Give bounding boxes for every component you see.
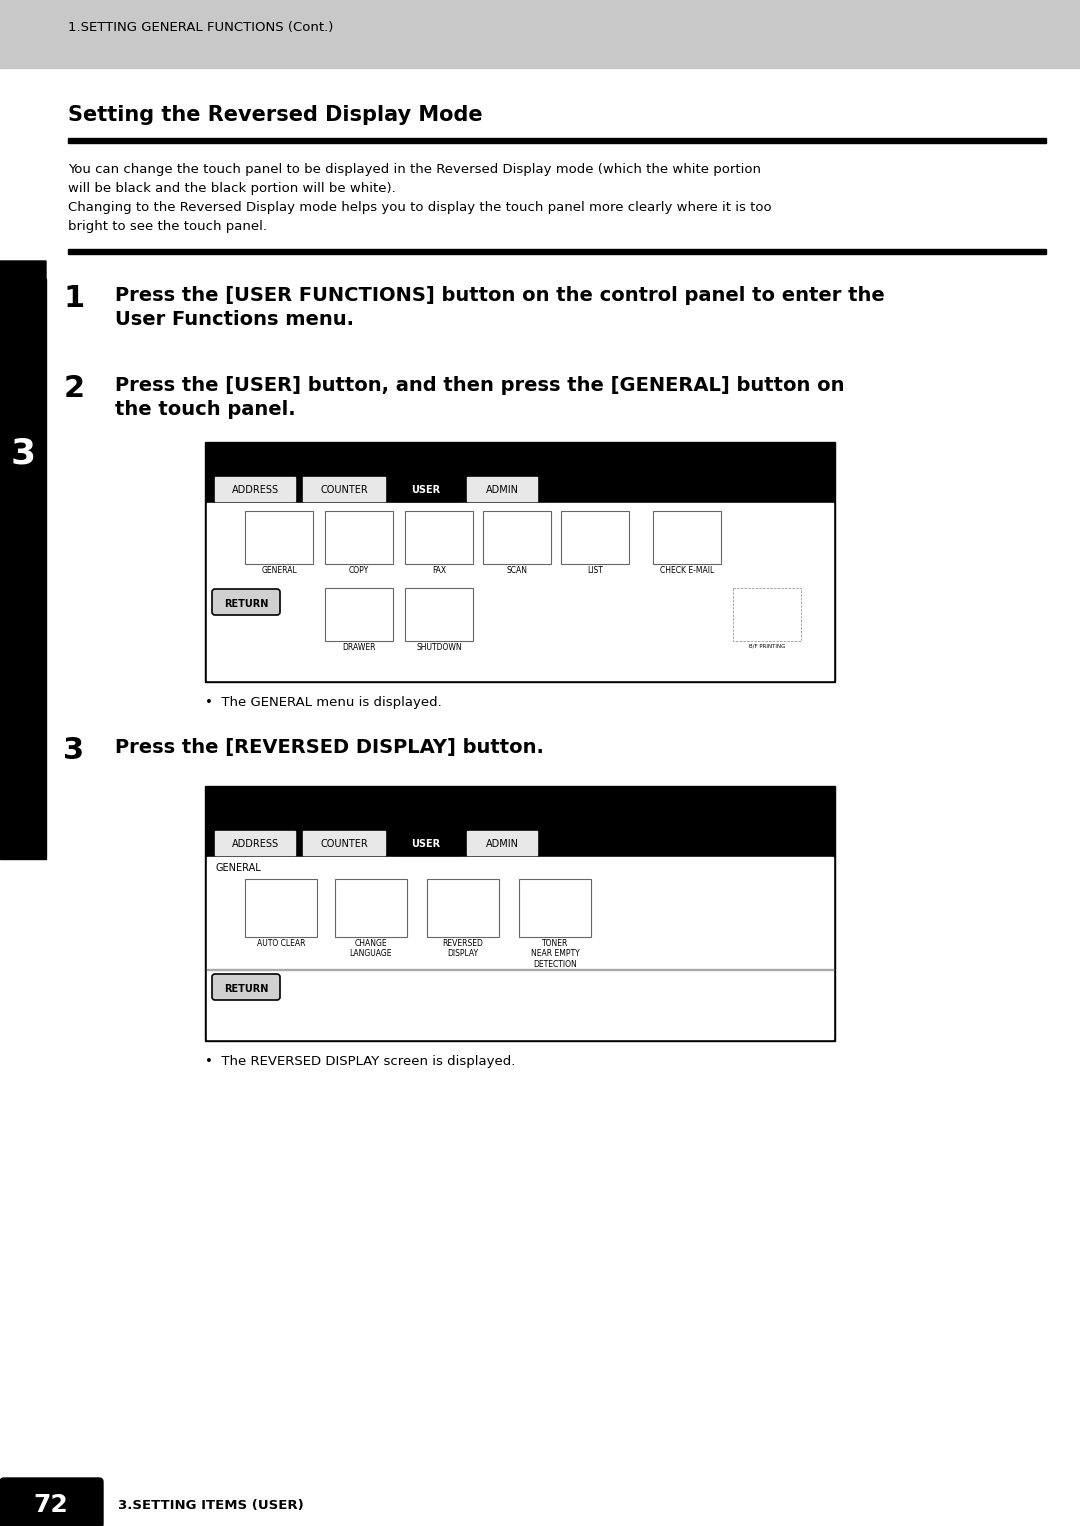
Text: FAX: FAX: [432, 566, 446, 575]
Text: will be black and the black portion will be white).: will be black and the black portion will…: [68, 182, 395, 195]
Bar: [68, 137, 1047, 143]
Text: 3.SETTING ITEMS (USER): 3.SETTING ITEMS (USER): [118, 1499, 303, 1511]
Text: Press the [REVERSED DISPLAY] button.: Press the [REVERSED DISPLAY] button.: [114, 739, 544, 757]
Bar: [325, 511, 393, 565]
Bar: [561, 511, 629, 565]
Bar: [68, 249, 1047, 253]
Text: 1: 1: [64, 284, 84, 313]
Bar: [393, 478, 458, 501]
Text: 3: 3: [64, 736, 84, 765]
Bar: [214, 476, 296, 502]
Bar: [205, 443, 835, 682]
Bar: [393, 478, 458, 501]
Text: CHANGE
LANGUAGE: CHANGE LANGUAGE: [350, 938, 392, 958]
Text: You can change the touch panel to be displayed in the Reversed Display mode (whi: You can change the touch panel to be dis…: [68, 163, 761, 175]
Bar: [0, 1480, 1080, 1526]
Text: GENERAL: GENERAL: [261, 566, 297, 575]
Text: ADMIN: ADMIN: [486, 839, 518, 848]
Text: CHECK E-MAIL: CHECK E-MAIL: [660, 566, 714, 575]
Bar: [207, 504, 833, 681]
Bar: [214, 830, 296, 856]
Text: COUNTER: COUNTER: [320, 485, 368, 494]
Text: REVERSED
DISPLAY: REVERSED DISPLAY: [443, 938, 484, 958]
FancyBboxPatch shape: [212, 589, 280, 615]
Bar: [519, 879, 591, 937]
Text: •  The GENERAL menu is displayed.: • The GENERAL menu is displayed.: [205, 696, 442, 710]
Bar: [393, 832, 458, 855]
Text: COUNTER: COUNTER: [320, 839, 368, 848]
Bar: [303, 478, 384, 501]
Bar: [427, 879, 499, 937]
Bar: [302, 830, 386, 856]
Text: USER: USER: [410, 485, 440, 494]
Text: SCAN: SCAN: [507, 566, 527, 575]
Text: COPY: COPY: [349, 566, 369, 575]
FancyBboxPatch shape: [0, 1479, 103, 1526]
Bar: [733, 588, 801, 641]
Bar: [215, 832, 295, 855]
Bar: [205, 786, 835, 1041]
Text: DRAWER: DRAWER: [342, 642, 376, 652]
Text: USER: USER: [410, 839, 440, 848]
Bar: [405, 588, 473, 641]
Text: B/F PRINTING: B/F PRINTING: [748, 642, 785, 649]
Text: ADDRESS: ADDRESS: [231, 839, 279, 848]
Bar: [303, 832, 384, 855]
Text: Changing to the Reversed Display mode helps you to display the touch panel more : Changing to the Reversed Display mode he…: [68, 201, 771, 214]
Bar: [0, 0, 1080, 69]
Bar: [653, 511, 721, 565]
Text: 2: 2: [64, 374, 84, 403]
Bar: [392, 830, 459, 856]
Bar: [465, 830, 538, 856]
Text: ADDRESS: ADDRESS: [231, 485, 279, 494]
Text: Setting the Reversed Display Mode: Setting the Reversed Display Mode: [68, 105, 483, 125]
FancyBboxPatch shape: [212, 974, 280, 1000]
Text: LIST: LIST: [588, 566, 603, 575]
Text: 1.SETTING GENERAL FUNCTIONS (Cont.): 1.SETTING GENERAL FUNCTIONS (Cont.): [68, 21, 334, 35]
Text: the touch panel.: the touch panel.: [114, 400, 296, 420]
Text: Press the [USER] button, and then press the [GENERAL] button on: Press the [USER] button, and then press …: [114, 375, 845, 395]
Bar: [215, 478, 295, 501]
Bar: [325, 588, 393, 641]
Bar: [302, 476, 386, 502]
Bar: [0, 279, 46, 859]
Bar: [392, 476, 459, 502]
Text: RETURN: RETURN: [224, 984, 268, 993]
Text: RETURN: RETURN: [224, 600, 268, 609]
Bar: [405, 511, 473, 565]
Text: 3: 3: [11, 436, 36, 470]
Bar: [245, 511, 313, 565]
Text: •  The REVERSED DISPLAY screen is displayed.: • The REVERSED DISPLAY screen is display…: [205, 1054, 515, 1068]
Text: ADMIN: ADMIN: [486, 485, 518, 494]
Text: TONER
NEAR EMPTY
DETECTION: TONER NEAR EMPTY DETECTION: [530, 938, 579, 969]
Bar: [207, 858, 833, 1039]
Bar: [335, 879, 407, 937]
Text: User Functions menu.: User Functions menu.: [114, 310, 354, 330]
Bar: [467, 478, 537, 501]
Text: Press the [USER FUNCTIONS] button on the control panel to enter the: Press the [USER FUNCTIONS] button on the…: [114, 285, 885, 305]
Text: AUTO CLEAR: AUTO CLEAR: [257, 938, 306, 948]
Text: GENERAL: GENERAL: [215, 864, 260, 873]
FancyBboxPatch shape: [0, 261, 46, 859]
Text: SHUTDOWN: SHUTDOWN: [416, 642, 462, 652]
Text: 72: 72: [33, 1492, 68, 1517]
Bar: [465, 476, 538, 502]
Text: bright to see the touch panel.: bright to see the touch panel.: [68, 220, 267, 233]
Bar: [245, 879, 318, 937]
Bar: [483, 511, 551, 565]
Bar: [467, 832, 537, 855]
